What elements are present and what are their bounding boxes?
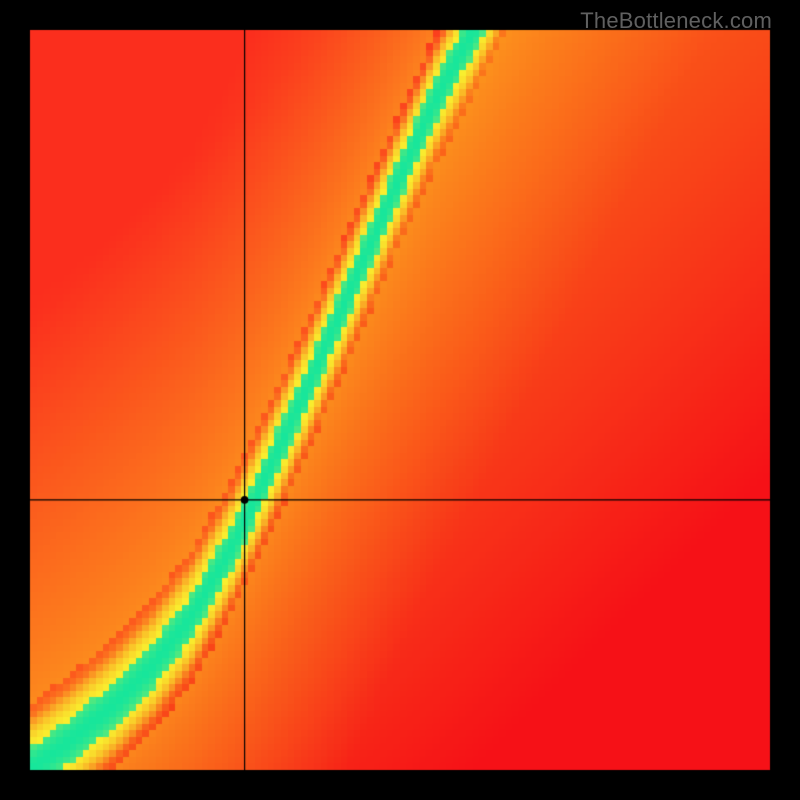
chart-container: TheBottleneck.com [0,0,800,800]
bottleneck-heatmap-canvas [0,0,800,800]
watermark-text: TheBottleneck.com [580,8,772,34]
